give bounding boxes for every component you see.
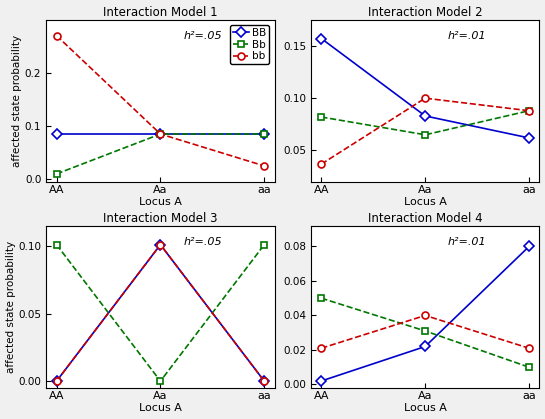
X-axis label: Locus A: Locus A [139, 197, 182, 207]
Title: Interaction Model 1: Interaction Model 1 [103, 5, 218, 18]
Y-axis label: affected state probability: affected state probability [12, 35, 22, 167]
Title: Interaction Model 4: Interaction Model 4 [368, 212, 482, 225]
Legend: BB, Bb, bb: BB, Bb, bb [230, 25, 269, 64]
Y-axis label: affected state probability: affected state probability [5, 241, 16, 373]
Text: h²=.05: h²=.05 [183, 237, 222, 247]
Title: Interaction Model 3: Interaction Model 3 [103, 212, 217, 225]
Title: Interaction Model 2: Interaction Model 2 [368, 5, 482, 18]
Text: h²=.05: h²=.05 [183, 31, 222, 41]
X-axis label: Locus A: Locus A [404, 403, 447, 414]
X-axis label: Locus A: Locus A [139, 403, 182, 414]
Text: h²=.01: h²=.01 [448, 237, 487, 247]
Text: h²=.01: h²=.01 [448, 31, 487, 41]
X-axis label: Locus A: Locus A [404, 197, 447, 207]
